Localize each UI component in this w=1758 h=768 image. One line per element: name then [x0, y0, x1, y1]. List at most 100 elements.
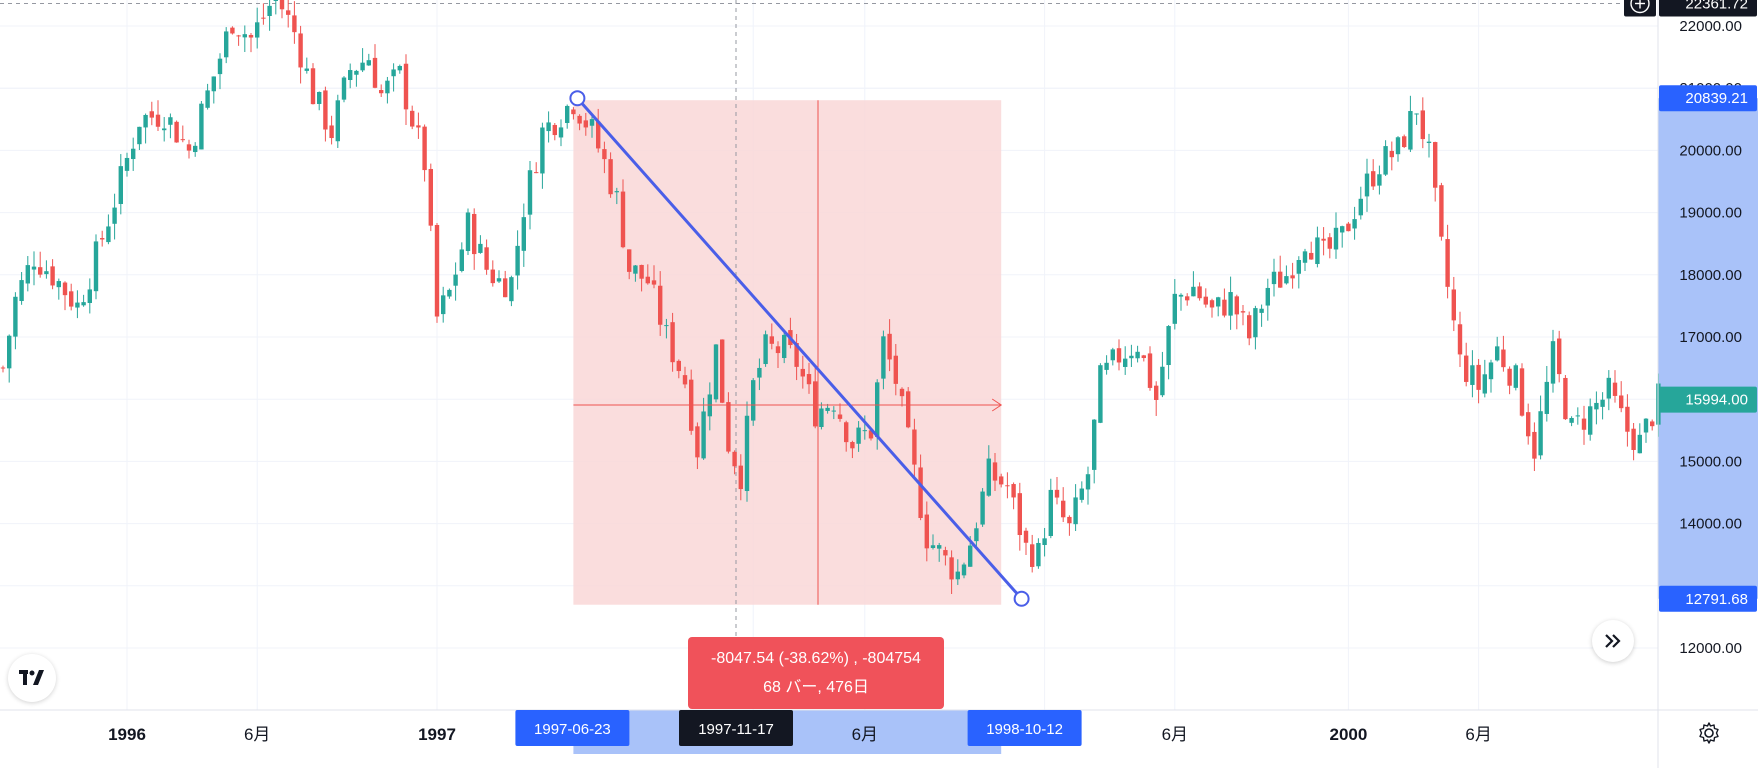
candle — [1433, 141, 1438, 202]
candle — [1011, 482, 1016, 510]
price-tags: 22361.72 20839.21 15994.00 12791.68 — [1624, 0, 1757, 612]
plus-circle-icon[interactable] — [1624, 0, 1656, 17]
candle — [651, 265, 657, 289]
trend-line-end-handle[interactable] — [1013, 590, 1030, 607]
candle — [763, 330, 768, 367]
candle — [825, 403, 830, 414]
svg-text:12791.68: 12791.68 — [1685, 591, 1748, 608]
candle — [1154, 381, 1159, 416]
measure-bars-text: 68 バー, 476日 — [763, 679, 869, 696]
measure-info-box: -8047.54 (-38.62%) , -804754 68 バー, 476日 — [688, 637, 944, 709]
candle — [1079, 481, 1084, 503]
candle — [1048, 478, 1053, 539]
candle — [955, 559, 960, 585]
candle — [1036, 538, 1041, 569]
price-tick-label: 22000.00 — [1679, 18, 1742, 35]
double-chevron-right-icon[interactable] — [1592, 620, 1634, 662]
candle — [819, 402, 824, 430]
price-tick-label: 15000.00 — [1679, 453, 1742, 470]
candle — [992, 453, 998, 491]
candle — [273, 0, 278, 15]
candle — [1085, 466, 1091, 505]
candle — [1222, 288, 1227, 318]
candle — [75, 290, 80, 319]
time-tick-label: 6月 — [852, 725, 878, 744]
candle — [472, 208, 477, 270]
candle — [205, 83, 210, 110]
time-tick-label: 6月 — [1465, 725, 1491, 744]
time-tick-label: 1997 — [418, 725, 456, 744]
candle — [1544, 365, 1549, 422]
measure-arrows — [573, 100, 1003, 605]
svg-text:20839.21: 20839.21 — [1685, 90, 1748, 107]
candle — [1228, 276, 1233, 330]
candle — [1364, 158, 1370, 212]
candle — [56, 278, 61, 300]
trend-line[interactable] — [576, 97, 1023, 600]
price-tick-label: 19000.00 — [1679, 205, 1742, 222]
candle — [1482, 359, 1487, 398]
candle — [447, 288, 452, 299]
candle — [385, 76, 390, 104]
candle — [1495, 336, 1500, 362]
candle — [19, 272, 24, 305]
candle — [1439, 182, 1444, 241]
candle — [1123, 346, 1128, 375]
candle — [806, 362, 812, 394]
candle — [1005, 472, 1010, 499]
candle — [571, 107, 576, 120]
candle — [744, 401, 750, 502]
candle — [13, 292, 18, 350]
candle — [1631, 422, 1636, 461]
candle — [199, 101, 204, 150]
candle — [627, 249, 632, 280]
candle — [1358, 186, 1363, 220]
candlestick-series — [0, 0, 1661, 595]
candle — [633, 264, 638, 282]
candle — [664, 318, 669, 339]
candle — [180, 125, 185, 143]
candle — [1346, 221, 1351, 232]
candle — [658, 271, 663, 336]
candle — [1247, 311, 1252, 346]
gear-icon[interactable] — [1694, 718, 1724, 748]
candle — [850, 440, 855, 459]
candle — [565, 104, 570, 129]
candle — [348, 63, 353, 89]
candle — [1606, 370, 1611, 411]
measure-price-axis-range — [1658, 98, 1758, 599]
candle — [323, 86, 328, 142]
candle — [0, 365, 6, 373]
candle — [391, 63, 396, 92]
candle — [87, 278, 92, 314]
trend-line-start-handle[interactable] — [569, 90, 586, 107]
candle — [1327, 233, 1332, 259]
candle — [881, 330, 886, 390]
candle — [317, 91, 322, 111]
candle — [515, 230, 520, 290]
candle — [50, 259, 55, 290]
candle — [1178, 293, 1184, 311]
candle — [912, 418, 917, 480]
candle — [31, 251, 37, 286]
candle — [1309, 241, 1314, 260]
candle — [434, 222, 440, 323]
candle — [1426, 133, 1432, 158]
candle — [918, 454, 923, 521]
candle — [583, 112, 588, 136]
candle — [794, 333, 799, 381]
tradingview-logo-icon[interactable] — [8, 654, 56, 702]
candle — [1253, 305, 1258, 350]
candle — [1116, 339, 1122, 371]
candle — [887, 319, 892, 372]
candle — [1488, 359, 1494, 393]
candle — [1067, 515, 1072, 536]
candle — [38, 251, 43, 278]
time-tick-label: 6月 — [244, 725, 270, 744]
candle — [527, 161, 533, 230]
candle — [478, 235, 483, 254]
candle — [1073, 484, 1078, 531]
candle — [608, 152, 613, 198]
candle — [602, 141, 607, 174]
